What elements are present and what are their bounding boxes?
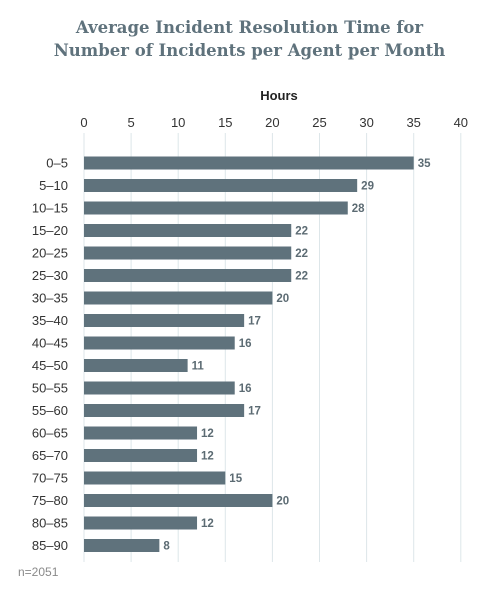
data-label-10: 11 (192, 361, 205, 373)
data-label-18: 8 (163, 541, 170, 553)
data-label-17: 12 (201, 518, 214, 530)
category-label-17: 80–85 (32, 516, 68, 531)
data-label-11: 16 (239, 383, 252, 395)
bar-17 (84, 516, 198, 530)
bar-1 (84, 156, 414, 170)
data-label-6: 22 (295, 271, 308, 283)
bars (84, 156, 414, 552)
x-tick-label-40: 40 (454, 115, 468, 130)
x-tick-label-0: 0 (80, 115, 87, 130)
category-label-3: 10–15 (32, 201, 68, 216)
data-label-15: 15 (229, 473, 242, 485)
data-label-8: 17 (248, 316, 261, 328)
x-tick-label-15: 15 (218, 115, 232, 130)
bar-4 (84, 224, 292, 237)
x-tick-label-20: 20 (265, 115, 279, 130)
data-label-16: 20 (276, 496, 289, 508)
category-label-7: 30–35 (32, 291, 68, 306)
category-label-15: 70–75 (32, 471, 68, 486)
data-label-5: 22 (295, 248, 308, 260)
x-tick-label-35: 35 (406, 115, 420, 130)
category-label-8: 35–40 (32, 313, 68, 328)
bar-14 (84, 449, 198, 462)
bar-16 (84, 494, 273, 507)
category-label-14: 65–70 (32, 448, 68, 463)
category-label-10: 45–50 (32, 358, 68, 373)
data-label-13: 12 (201, 428, 214, 440)
chart-title-line-2: Number of Incidents per Agent per Month (53, 41, 446, 60)
x-axis-title: Hours (260, 88, 298, 103)
category-label-4: 15–20 (32, 223, 68, 238)
x-tick-label-5: 5 (127, 115, 134, 130)
bar-15 (84, 471, 226, 485)
chart-title: Average Incident Resolution Time for Num… (0, 16, 499, 62)
category-label-5: 20–25 (32, 246, 68, 261)
bar-8 (84, 314, 245, 327)
category-label-13: 60–65 (32, 426, 68, 441)
bar-6 (84, 269, 292, 282)
data-label-4: 22 (295, 226, 308, 238)
category-label-16: 75–80 (32, 493, 68, 508)
x-tick-label-30: 30 (359, 115, 373, 130)
data-label-14: 12 (201, 451, 214, 463)
bar-10 (84, 359, 188, 372)
data-label-12: 17 (248, 406, 261, 418)
bar-13 (84, 426, 198, 440)
bar-11 (84, 381, 235, 395)
bar-18 (84, 539, 160, 552)
x-tick-label-10: 10 (171, 115, 185, 130)
bar-5 (84, 246, 292, 260)
data-label-1: 35 (418, 158, 431, 170)
bar-2 (84, 179, 358, 192)
labels: Hours 0 5 10 15 20 25 30 35 40 0–5 35 5–10 29 10–15 28 1… (18, 88, 468, 579)
bar-12 (84, 404, 245, 417)
bar-9 (84, 336, 235, 350)
category-label-1: 0–5 (46, 156, 68, 171)
chart-title-line-1: Average Incident Resolution Time for (75, 18, 424, 37)
data-label-2: 29 (361, 181, 374, 193)
sample-size-note: n=2051 (18, 565, 59, 579)
category-label-9: 40–45 (32, 336, 68, 351)
category-label-18: 85–90 (32, 538, 68, 553)
category-label-11: 50–55 (32, 381, 68, 396)
data-label-9: 16 (239, 338, 252, 350)
category-label-12: 55–60 (32, 403, 68, 418)
category-label-6: 25–30 (32, 268, 68, 283)
data-label-7: 20 (276, 293, 289, 305)
bar-7 (84, 291, 273, 305)
x-tick-label-25: 25 (312, 115, 326, 130)
category-label-2: 5–10 (39, 178, 68, 193)
data-label-3: 28 (352, 203, 365, 215)
bar-3 (84, 201, 348, 215)
